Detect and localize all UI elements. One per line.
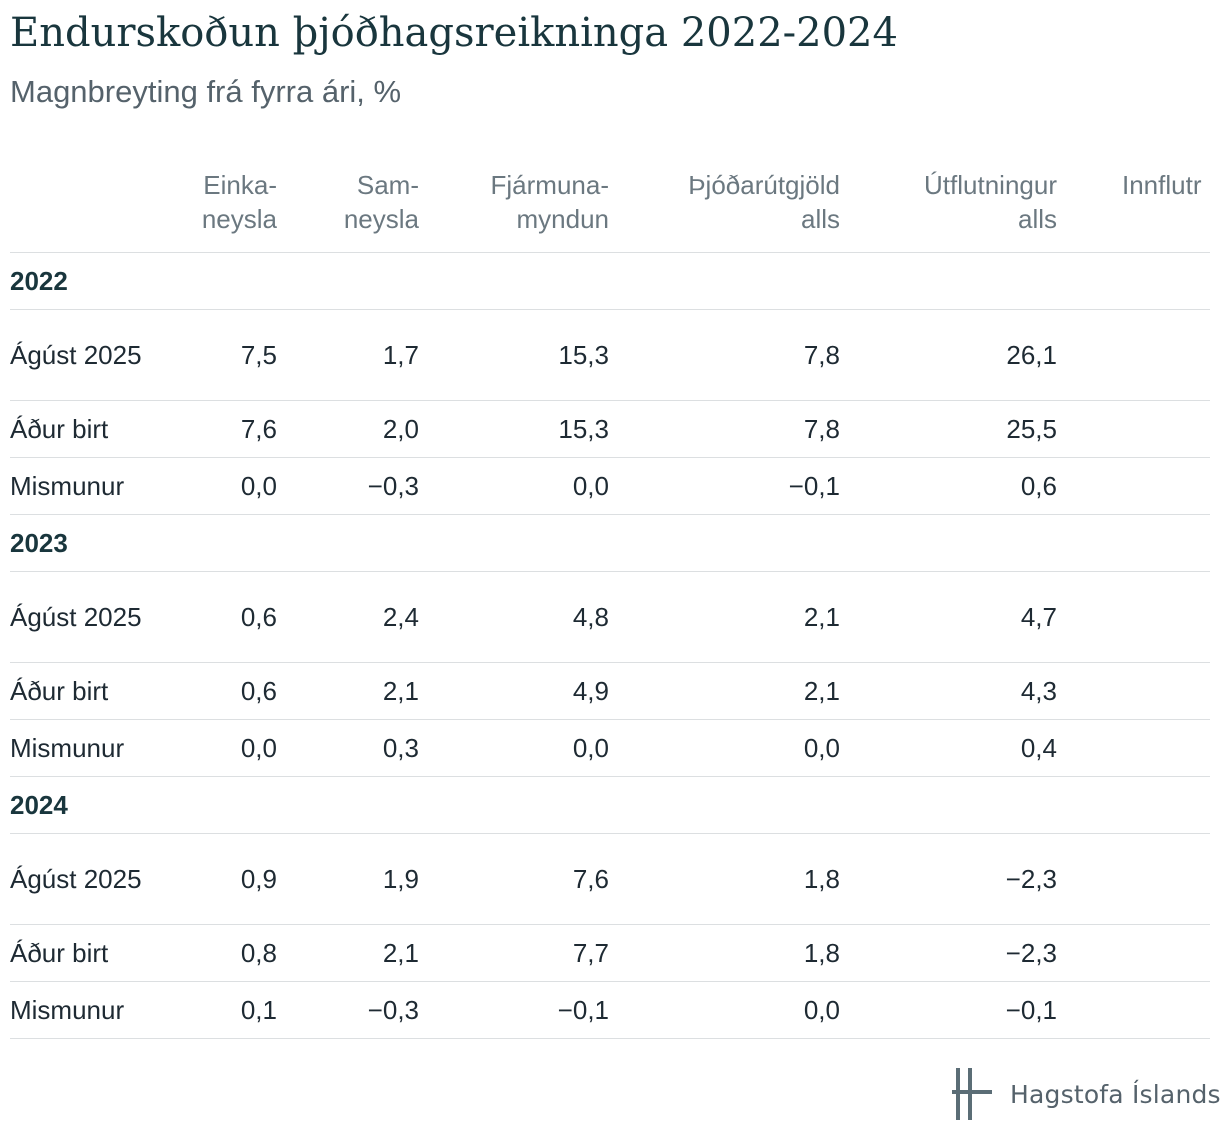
table-cell: 7,6: [419, 833, 609, 925]
row-label: Mismunur: [10, 719, 152, 777]
row-label: Mismunur: [10, 981, 152, 1039]
table-cell: −0,1: [840, 981, 1057, 1039]
row-label: Ágúst 2025: [10, 833, 152, 925]
table-row: Mismunur 0,1 −0,3 −0,1 0,0 −0,1: [10, 981, 1210, 1039]
table-row: Ágúst 2025 0,9 1,9 7,6 1,8 −2,3: [10, 833, 1210, 925]
table-cell: 1,8: [609, 833, 840, 925]
table-cell-empty: [1057, 981, 1210, 1039]
table-cell-empty: [1057, 719, 1210, 777]
table-cell: 0,1: [152, 981, 277, 1039]
table-header-row: Einka-neysla Sam-neysla Fjármuna-myndun …: [10, 160, 1210, 253]
table-cell: 0,0: [609, 981, 840, 1039]
chart-subtitle: Magnbreyting frá fyrra ári, %: [10, 74, 402, 109]
hagstofa-logo-icon: [952, 1068, 992, 1120]
column-header: Fjármuna-myndun: [419, 160, 609, 253]
table-cell: 25,5: [840, 400, 1057, 458]
table-cell: −2,3: [840, 833, 1057, 925]
table-cell: −0,1: [419, 981, 609, 1039]
column-header: Sam-neysla: [277, 160, 419, 253]
table-cell: 7,7: [419, 924, 609, 982]
table-row: Ágúst 2025 0,6 2,4 4,8 2,1 4,7: [10, 571, 1210, 663]
table-cell: 0,0: [419, 719, 609, 777]
table-cell: 1,8: [609, 924, 840, 982]
data-table-container: Einka-neysla Sam-neysla Fjármuna-myndun …: [10, 160, 1210, 1040]
table-cell: 0,0: [609, 719, 840, 777]
table-cell: 1,7: [277, 309, 419, 401]
row-label-header: [10, 160, 152, 253]
table-cell: 0,4: [840, 719, 1057, 777]
table-cell: 2,1: [609, 571, 840, 663]
row-label: Áður birt: [10, 400, 152, 458]
table-cell: 4,8: [419, 571, 609, 663]
table-cell: 2,1: [609, 662, 840, 720]
year-label: 2022: [10, 252, 1210, 310]
table-cell-empty: [1057, 833, 1210, 925]
column-header: Útflutningur alls: [840, 160, 1057, 253]
table-cell: 0,9: [152, 833, 277, 925]
table-cell: 15,3: [419, 400, 609, 458]
table-cell: 2,1: [277, 924, 419, 982]
table-cell: 7,6: [152, 400, 277, 458]
year-label: 2023: [10, 514, 1210, 572]
table-cell: 4,3: [840, 662, 1057, 720]
year-group-row: 2022: [10, 252, 1210, 310]
table-cell: 4,7: [840, 571, 1057, 663]
table-cell-empty: [1057, 457, 1210, 515]
table-cell: 0,8: [152, 924, 277, 982]
table-cell: 1,9: [277, 833, 419, 925]
table-row: Áður birt 0,6 2,1 4,9 2,1 4,3: [10, 662, 1210, 720]
data-table: Einka-neysla Sam-neysla Fjármuna-myndun …: [10, 160, 1210, 1039]
table-cell-empty: [1057, 924, 1210, 982]
year-group-row: 2023: [10, 514, 1210, 572]
table-row: Áður birt 0,8 2,1 7,7 1,8 −2,3: [10, 924, 1210, 982]
table-cell: 26,1: [840, 309, 1057, 401]
table-row: Ágúst 2025 7,5 1,7 15,3 7,8 26,1: [10, 309, 1210, 401]
year-label: 2024: [10, 776, 1210, 834]
hagstofa-logo: Hagstofa Íslands: [952, 1068, 1220, 1120]
table-cell: 2,4: [277, 571, 419, 663]
table-row: Mismunur 0,0 0,3 0,0 0,0 0,4: [10, 719, 1210, 777]
row-label: Áður birt: [10, 662, 152, 720]
table-cell: −0,1: [609, 457, 840, 515]
table-cell: −0,3: [277, 981, 419, 1039]
row-label: Ágúst 2025: [10, 571, 152, 663]
row-label: Mismunur: [10, 457, 152, 515]
table-cell: 7,8: [609, 400, 840, 458]
year-group-row: 2024: [10, 776, 1210, 834]
table-cell: 0,3: [277, 719, 419, 777]
hagstofa-logo-text: Hagstofa Íslands: [1010, 1079, 1220, 1109]
table-cell: 7,5: [152, 309, 277, 401]
table-cell: 0,0: [152, 457, 277, 515]
table-cell: 4,9: [419, 662, 609, 720]
table-cell-empty: [1057, 400, 1210, 458]
table-cell-empty: [1057, 571, 1210, 663]
column-header: Innflutr: [1057, 160, 1210, 253]
row-label: Áður birt: [10, 924, 152, 982]
table-cell: 2,1: [277, 662, 419, 720]
chart-title: Endurskoðun þjóðhagsreikninga 2022-2024: [10, 10, 898, 56]
table-cell: 15,3: [419, 309, 609, 401]
table-cell: 0,6: [152, 662, 277, 720]
table-cell: −2,3: [840, 924, 1057, 982]
table-cell: 0,0: [419, 457, 609, 515]
table-cell: 0,0: [152, 719, 277, 777]
table-row: Mismunur 0,0 −0,3 0,0 −0,1 0,6: [10, 457, 1210, 515]
table-cell: −0,3: [277, 457, 419, 515]
table-row: Áður birt 7,6 2,0 15,3 7,8 25,5: [10, 400, 1210, 458]
column-header: Þjóðarútgjöld alls: [609, 160, 840, 253]
table-cell-empty: [1057, 309, 1210, 401]
table-cell-empty: [1057, 662, 1210, 720]
column-header: Einka-neysla: [152, 160, 277, 253]
row-label: Ágúst 2025: [10, 309, 152, 401]
table-cell: 0,6: [840, 457, 1057, 515]
table-cell: 2,0: [277, 400, 419, 458]
table-cell: 0,6: [152, 571, 277, 663]
table-cell: 7,8: [609, 309, 840, 401]
